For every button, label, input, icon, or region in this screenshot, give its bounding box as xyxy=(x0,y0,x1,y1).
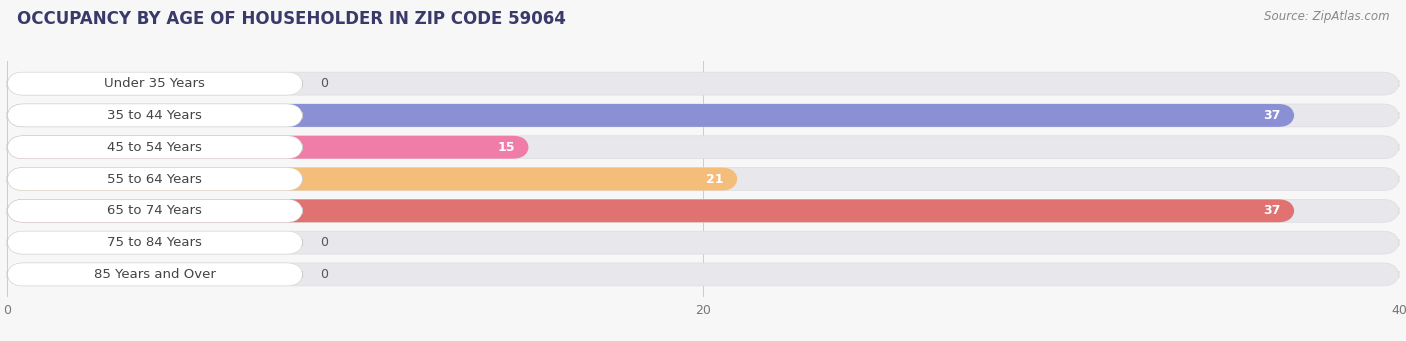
FancyBboxPatch shape xyxy=(7,136,302,159)
Text: OCCUPANCY BY AGE OF HOUSEHOLDER IN ZIP CODE 59064: OCCUPANCY BY AGE OF HOUSEHOLDER IN ZIP C… xyxy=(17,10,565,28)
Text: Source: ZipAtlas.com: Source: ZipAtlas.com xyxy=(1264,10,1389,23)
FancyBboxPatch shape xyxy=(7,167,738,191)
FancyBboxPatch shape xyxy=(7,72,1399,95)
FancyBboxPatch shape xyxy=(7,136,1399,159)
Text: 0: 0 xyxy=(321,236,328,249)
Text: 0: 0 xyxy=(321,77,328,90)
Text: 21: 21 xyxy=(706,173,724,186)
FancyBboxPatch shape xyxy=(7,263,1399,286)
Text: 85 Years and Over: 85 Years and Over xyxy=(94,268,217,281)
Text: 15: 15 xyxy=(498,141,515,154)
FancyBboxPatch shape xyxy=(7,104,1399,127)
Text: 0: 0 xyxy=(321,268,328,281)
FancyBboxPatch shape xyxy=(7,231,302,254)
FancyBboxPatch shape xyxy=(7,199,302,222)
FancyBboxPatch shape xyxy=(7,199,1295,222)
FancyBboxPatch shape xyxy=(7,104,1295,127)
Text: 37: 37 xyxy=(1263,109,1281,122)
Text: 35 to 44 Years: 35 to 44 Years xyxy=(107,109,202,122)
Text: 65 to 74 Years: 65 to 74 Years xyxy=(107,204,202,217)
FancyBboxPatch shape xyxy=(7,167,302,191)
Text: 45 to 54 Years: 45 to 54 Years xyxy=(107,141,202,154)
FancyBboxPatch shape xyxy=(7,167,1399,191)
FancyBboxPatch shape xyxy=(7,72,302,95)
FancyBboxPatch shape xyxy=(7,104,302,127)
Text: 75 to 84 Years: 75 to 84 Years xyxy=(107,236,202,249)
Text: 55 to 64 Years: 55 to 64 Years xyxy=(107,173,202,186)
FancyBboxPatch shape xyxy=(7,231,1399,254)
Text: Under 35 Years: Under 35 Years xyxy=(104,77,205,90)
FancyBboxPatch shape xyxy=(7,199,1399,222)
FancyBboxPatch shape xyxy=(7,263,302,286)
FancyBboxPatch shape xyxy=(7,136,529,159)
Text: 37: 37 xyxy=(1263,204,1281,217)
